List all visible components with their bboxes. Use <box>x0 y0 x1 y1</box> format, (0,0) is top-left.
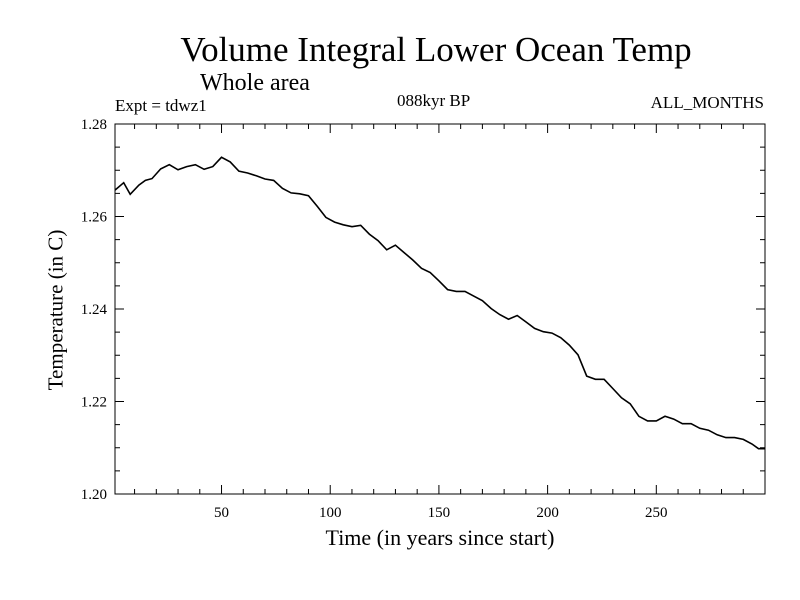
x-tick-label: 50 <box>214 505 229 521</box>
y-tick-label: 1.20 <box>81 487 107 503</box>
y-tick-label: 1.26 <box>81 210 108 226</box>
y-tick-label: 1.28 <box>81 117 107 133</box>
x-tick-label: 100 <box>319 505 342 521</box>
chart-subtitle: Whole area <box>200 70 310 96</box>
period-label: 088kyr BP <box>397 91 471 110</box>
x-tick-label: 200 <box>536 505 559 521</box>
experiment-label: Expt = tdwz1 <box>115 96 207 115</box>
series-line <box>114 156 765 450</box>
months-label: ALL_MONTHS <box>650 93 764 112</box>
y-axis-label: Temperature (in C) <box>43 229 68 391</box>
y-tick-label: 1.22 <box>81 395 107 411</box>
x-tick-label: 150 <box>428 505 451 521</box>
plot-frame <box>114 123 766 495</box>
y-tick-label: 1.24 <box>81 302 108 318</box>
axis-ticks <box>115 123 765 495</box>
axis-tick-labels: 50 100 150 200 250 1.20 1.22 1.24 1.26 1.28 <box>81 117 668 521</box>
chart-title: Volume Integral Lower Ocean Temp <box>180 30 692 69</box>
x-tick-label: 250 <box>645 505 668 521</box>
x-axis-label: Time (in years since start) <box>325 525 555 550</box>
